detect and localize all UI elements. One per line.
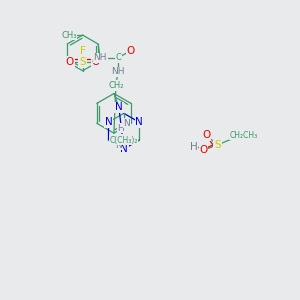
Text: N: N: [120, 144, 128, 154]
Text: H: H: [118, 135, 124, 144]
Text: H: H: [190, 142, 197, 152]
Text: H: H: [118, 124, 124, 133]
Text: C: C: [116, 53, 122, 62]
Text: CH₃: CH₃: [61, 31, 76, 40]
Text: O: O: [127, 46, 135, 56]
Text: F: F: [80, 46, 86, 56]
Text: C(CH₃)₂: C(CH₃)₂: [109, 136, 138, 145]
Text: O: O: [202, 130, 211, 140]
Text: S: S: [79, 57, 86, 67]
Text: N: N: [104, 117, 112, 127]
Text: CH₂: CH₂: [108, 81, 124, 90]
Text: NH: NH: [111, 67, 124, 76]
Text: N: N: [115, 140, 122, 149]
Text: NH: NH: [93, 53, 107, 62]
Text: S: S: [214, 140, 221, 150]
Text: N: N: [123, 119, 130, 128]
Text: N: N: [115, 102, 123, 112]
Text: O: O: [66, 57, 74, 67]
Text: N: N: [135, 117, 143, 127]
Text: CH₂CH₃: CH₂CH₃: [230, 130, 258, 140]
Text: O: O: [92, 57, 100, 67]
Text: O: O: [200, 145, 208, 155]
